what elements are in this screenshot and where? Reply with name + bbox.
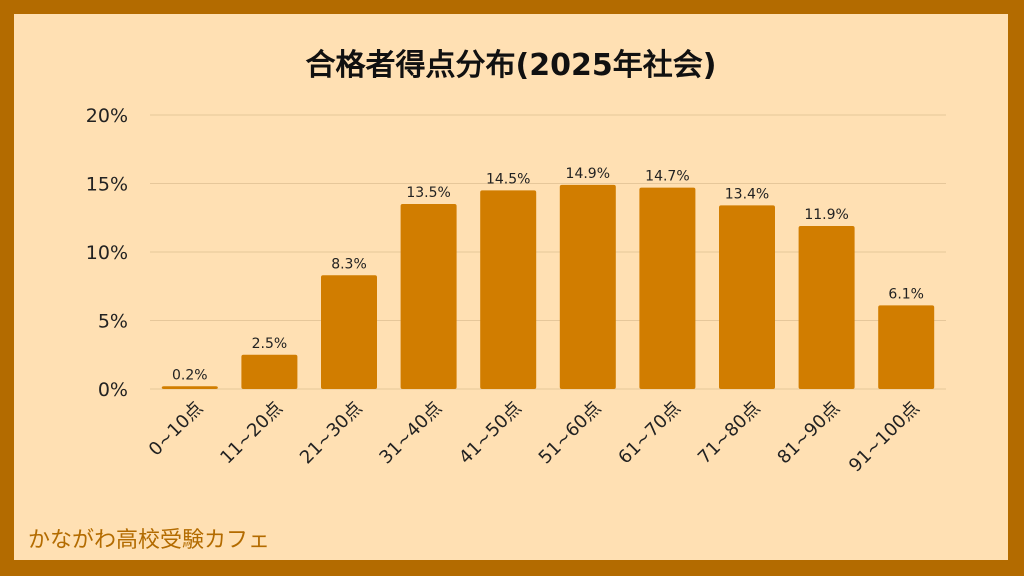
brand-label: かながわ高校受験カフェ bbox=[28, 528, 271, 553]
data-label: 13.4% bbox=[725, 186, 769, 202]
x-tick-label: 11~20点 bbox=[216, 398, 287, 469]
bar bbox=[480, 190, 537, 389]
bar bbox=[161, 386, 218, 389]
data-label: 14.5% bbox=[486, 171, 530, 187]
data-label: 14.9% bbox=[566, 166, 610, 182]
data-label: 0.2% bbox=[172, 367, 208, 383]
x-tick-label: 51~60点 bbox=[535, 398, 606, 469]
data-label: 2.5% bbox=[252, 336, 288, 352]
chart-frame: 合格者得点分布(2025年社会) 0% 5% 10% 15% 20% 0.2% 0~10点 2… bbox=[14, 14, 1008, 560]
x-tick-label: 91~100点 bbox=[845, 398, 924, 477]
bar bbox=[321, 275, 377, 389]
y-tick-label: 15% bbox=[86, 174, 128, 196]
x-tick-label: 31~40点 bbox=[376, 398, 447, 469]
bar bbox=[878, 305, 935, 389]
data-label: 13.5% bbox=[406, 185, 450, 201]
y-tick-label: 20% bbox=[86, 105, 128, 127]
bar-chart: 0% 5% 10% 15% 20% 0.2% 0~10点 2.5% 11~20点 8.3% 21~3… bbox=[86, 105, 946, 477]
x-tick-label: 71~80点 bbox=[694, 398, 765, 469]
x-tick-label: 21~30点 bbox=[296, 398, 367, 469]
bar bbox=[559, 184, 616, 389]
x-tick-label: 61~70点 bbox=[614, 398, 685, 469]
bar bbox=[400, 204, 457, 389]
data-label: 8.3% bbox=[331, 256, 367, 272]
y-tick-label: 5% bbox=[98, 311, 128, 333]
bar bbox=[241, 354, 298, 389]
x-tick-label: 41~50点 bbox=[455, 398, 526, 469]
bar bbox=[719, 205, 775, 389]
x-tick-label: 0~10点 bbox=[145, 398, 208, 461]
y-tick-label: 10% bbox=[86, 242, 128, 264]
chart-title: 合格者得点分布(2025年社会) bbox=[305, 48, 717, 83]
data-label: 11.9% bbox=[804, 207, 848, 223]
y-tick-label: 0% bbox=[98, 379, 128, 401]
data-label: 14.7% bbox=[645, 169, 689, 185]
bar bbox=[798, 225, 855, 389]
x-tick-label: 81~90点 bbox=[774, 398, 845, 469]
bar bbox=[639, 187, 696, 389]
data-label: 6.1% bbox=[888, 286, 924, 302]
